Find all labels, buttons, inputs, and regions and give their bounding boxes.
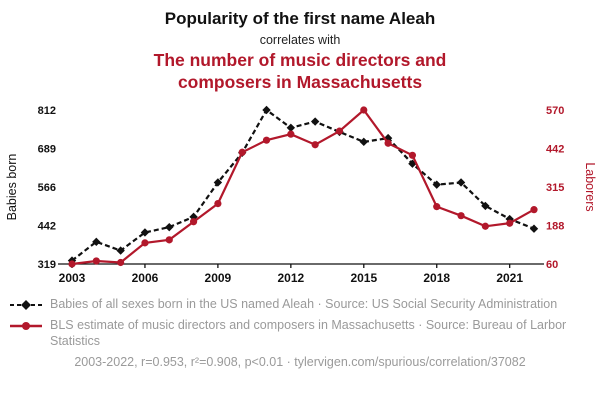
svg-text:570: 570 (546, 105, 564, 117)
svg-text:442: 442 (38, 220, 56, 232)
svg-text:566: 566 (38, 182, 56, 194)
svg-text:2009: 2009 (205, 271, 232, 285)
dual-axis-line-chart: 2003 2006 2009 2012 2015 2018 2021 319 442 566 689… (5, 105, 597, 285)
svg-text:812: 812 (38, 105, 56, 117)
stats-footer: 2003-2022, r=0.953, r²=0.908, p<0.01 · t… (74, 354, 526, 369)
svg-text:Babies born: Babies born (5, 153, 19, 220)
svg-text:2015: 2015 (350, 271, 377, 285)
chart-title: Popularity of the first name Aleah (164, 9, 436, 28)
svg-text:2018: 2018 (423, 271, 450, 285)
svg-text:689: 689 (38, 143, 56, 155)
correlates-with-label: correlates with (259, 33, 341, 48)
dashed-diamond-marker-icon (10, 299, 42, 310)
correlate-variable-title: The number of music directors and compos… (153, 50, 447, 92)
svg-text:2003: 2003 (59, 271, 86, 285)
legend-label-laborers: BLS estimate of music directors and comp… (50, 318, 567, 349)
svg-text:315: 315 (546, 182, 564, 194)
svg-text:2006: 2006 (132, 271, 159, 285)
svg-text:442: 442 (546, 143, 564, 155)
svg-text:60: 60 (546, 259, 558, 271)
legend-item-laborers: BLS estimate of music directors and comp… (10, 317, 590, 350)
legend-label-babies: Babies of all sexes born in the US named… (50, 296, 558, 311)
legend: Babies of all sexes born in the US named… (0, 294, 600, 350)
solid-circle-marker-icon (10, 322, 42, 331)
svg-text:188: 188 (546, 220, 564, 232)
svg-text:Laborers: Laborers (583, 162, 597, 211)
legend-item-babies: Babies of all sexes born in the US named… (10, 296, 590, 312)
svg-text:319: 319 (38, 259, 56, 271)
svg-text:2021: 2021 (496, 271, 523, 285)
svg-text:2012: 2012 (277, 271, 304, 285)
